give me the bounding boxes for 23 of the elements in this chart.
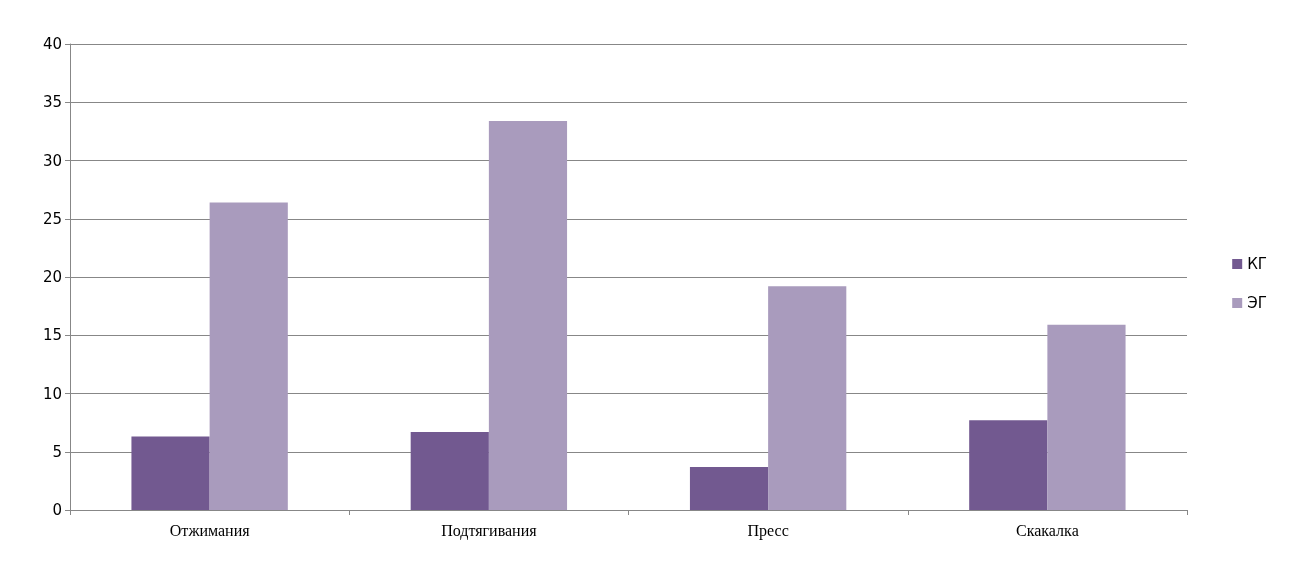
bar [689, 466, 769, 510]
y-tick-label: 40 [42, 35, 62, 53]
y-tick-label: 0 [52, 501, 62, 519]
x-tick-label: Отжимания [169, 521, 251, 539]
bar [410, 431, 489, 510]
y-tick-label: 20 [42, 268, 62, 286]
x-tick-label: Скакалка [1016, 521, 1079, 539]
legend-label: КГ [1247, 255, 1268, 273]
y-tick-label: 30 [42, 151, 62, 170]
bar [1047, 324, 1126, 510]
bar [768, 286, 847, 510]
y-tick-label: 15 [42, 326, 62, 345]
bar [209, 202, 288, 510]
bar [969, 420, 1048, 510]
bar [488, 120, 568, 510]
bar [131, 436, 210, 510]
x-tick-label: Подтягивания [441, 521, 538, 540]
y-tick-label: 35 [42, 93, 62, 112]
y-tick-label: 5 [52, 442, 62, 461]
legend-label: ЭГ [1247, 294, 1267, 312]
x-tick-label: Пресс [747, 521, 789, 540]
y-tick-label: 10 [42, 384, 62, 403]
y-tick-label: 25 [42, 209, 62, 228]
